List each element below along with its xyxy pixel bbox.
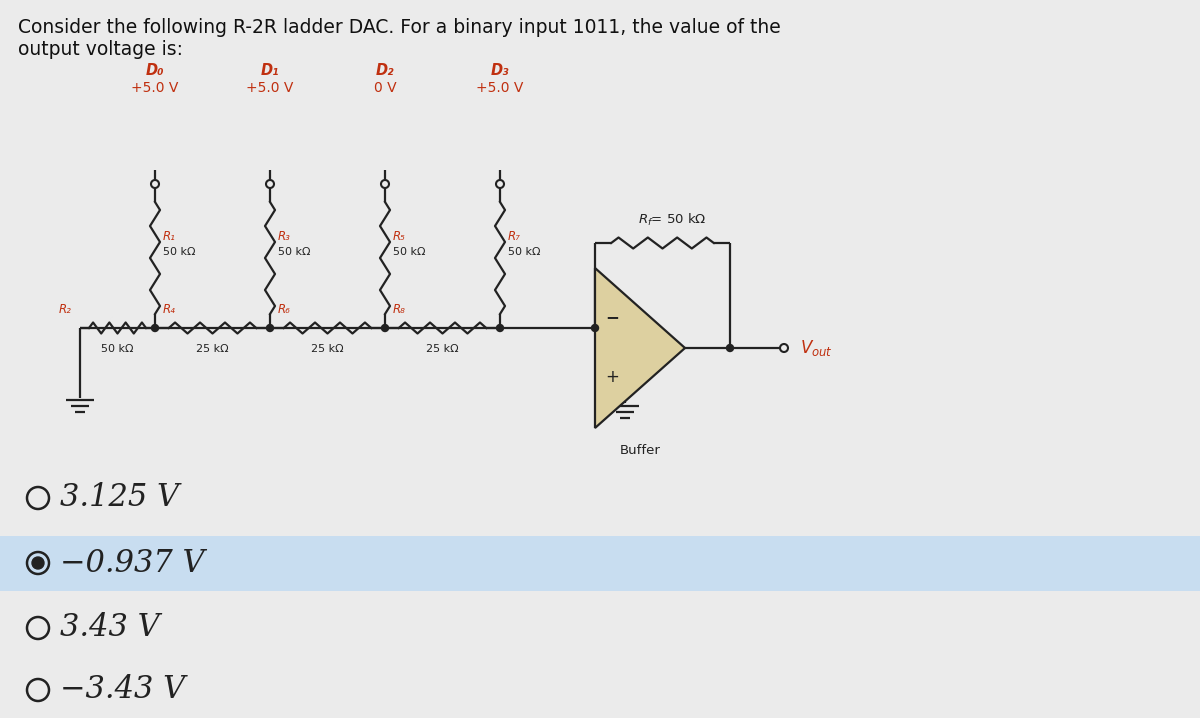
Polygon shape bbox=[595, 268, 685, 428]
Text: R₆: R₆ bbox=[278, 303, 290, 316]
Text: R₂: R₂ bbox=[59, 303, 72, 316]
Text: +: + bbox=[605, 368, 619, 386]
Text: R₁: R₁ bbox=[163, 230, 176, 243]
Text: 50 kΩ: 50 kΩ bbox=[508, 247, 540, 257]
Text: 3.43 V: 3.43 V bbox=[60, 612, 160, 643]
Text: 25 kΩ: 25 kΩ bbox=[311, 344, 343, 354]
Text: 50 kΩ: 50 kΩ bbox=[278, 247, 311, 257]
Text: 3.125 V: 3.125 V bbox=[60, 482, 179, 513]
Text: 50 kΩ: 50 kΩ bbox=[163, 247, 196, 257]
Circle shape bbox=[497, 325, 504, 332]
Circle shape bbox=[32, 557, 44, 569]
Text: $R_f$= 50 kΩ: $R_f$= 50 kΩ bbox=[637, 212, 707, 228]
Text: 50 kΩ: 50 kΩ bbox=[394, 247, 426, 257]
Text: +5.0 V: +5.0 V bbox=[131, 81, 179, 95]
Text: output voltage is:: output voltage is: bbox=[18, 40, 182, 59]
Circle shape bbox=[592, 325, 599, 332]
Text: R₇: R₇ bbox=[508, 230, 521, 243]
Text: 0 V: 0 V bbox=[373, 81, 396, 95]
Text: R₈: R₈ bbox=[394, 303, 406, 316]
Text: Buffer: Buffer bbox=[619, 444, 660, 457]
Text: D₁: D₁ bbox=[260, 63, 280, 78]
Text: Consider the following R-2R ladder DAC. For a binary input 1011, the value of th: Consider the following R-2R ladder DAC. … bbox=[18, 18, 781, 37]
Text: 25 kΩ: 25 kΩ bbox=[426, 344, 458, 354]
Text: 25 kΩ: 25 kΩ bbox=[196, 344, 228, 354]
Text: D₃: D₃ bbox=[491, 63, 509, 78]
Text: +5.0 V: +5.0 V bbox=[246, 81, 294, 95]
Text: $V_{out}$: $V_{out}$ bbox=[800, 338, 833, 358]
Circle shape bbox=[151, 325, 158, 332]
Text: R₅: R₅ bbox=[394, 230, 406, 243]
Circle shape bbox=[382, 325, 389, 332]
Text: D₀: D₀ bbox=[145, 63, 164, 78]
FancyBboxPatch shape bbox=[0, 536, 1200, 591]
Text: R₄: R₄ bbox=[163, 303, 176, 316]
Text: −: − bbox=[605, 307, 619, 325]
Text: D₂: D₂ bbox=[376, 63, 395, 78]
Circle shape bbox=[726, 345, 733, 352]
Text: −0.937 V: −0.937 V bbox=[60, 548, 204, 579]
Text: −3.43 V: −3.43 V bbox=[60, 674, 185, 706]
Text: 50 kΩ: 50 kΩ bbox=[101, 344, 133, 354]
Text: +5.0 V: +5.0 V bbox=[476, 81, 523, 95]
Circle shape bbox=[266, 325, 274, 332]
Text: R₃: R₃ bbox=[278, 230, 290, 243]
